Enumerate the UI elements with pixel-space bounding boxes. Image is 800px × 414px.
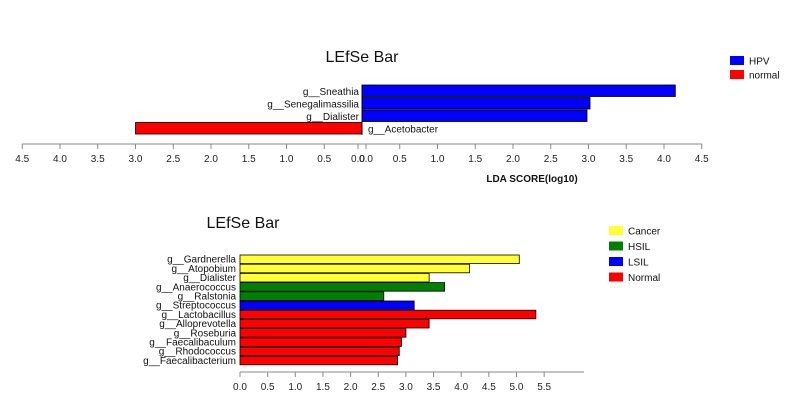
bar-label: g__Anaerococcus — [156, 282, 236, 293]
legend-label: normal — [749, 71, 780, 82]
x-tick-label: 4.5 — [15, 154, 29, 165]
legend-label: HSIL — [628, 242, 651, 253]
bar — [239, 254, 520, 265]
legend-swatch — [609, 272, 623, 282]
legend-label: Normal — [628, 273, 660, 284]
bar-label: g__Streptococcus — [156, 301, 236, 312]
x-tick-label: 1.5 — [316, 382, 330, 393]
bar — [135, 122, 363, 135]
x-tick-label: 1.5 — [468, 154, 482, 165]
legend-swatch — [609, 241, 623, 251]
bar-label: g__Faecalibaculum — [149, 338, 236, 349]
chart-title: LEfSe Bar — [326, 49, 400, 66]
bar-label: g__Gardnerella — [167, 255, 236, 266]
bar-label: g__Roseburia — [174, 328, 237, 339]
x-tick-label: 4.0 — [454, 382, 468, 393]
bar — [239, 328, 407, 338]
legend-label: Cancer — [628, 227, 661, 238]
bar — [239, 346, 400, 357]
bar-group — [239, 254, 537, 366]
x-tick-label: 4.0 — [657, 154, 671, 165]
bar — [239, 337, 402, 347]
x-tick-label: 2.5 — [371, 382, 385, 393]
x-tick-label: 0.0 — [359, 154, 373, 165]
x-tick-label: 1.0 — [280, 154, 294, 165]
x-tick-label: 3.0 — [399, 382, 413, 393]
x-tick-label: 2.5 — [166, 154, 180, 165]
bar — [361, 109, 588, 122]
bar — [239, 291, 385, 301]
x-tick-label: 3.5 — [91, 154, 105, 165]
bar-label-group: g__Gardnerellag__Atopobiumg__Dialisterg_… — [143, 255, 236, 367]
bar — [239, 282, 446, 292]
x-tick-label: 3.5 — [427, 382, 441, 393]
x-tick-label: 0.5 — [261, 382, 275, 393]
x-tick-label: 2.5 — [544, 154, 558, 165]
bar — [239, 309, 537, 320]
bar-label: g__Faecalibacterium — [143, 356, 236, 367]
legend-label: LSIL — [628, 258, 649, 269]
lefse-chart-groups: LEfSe Bar g__Gardnerellag__Atopobiumg__D… — [143, 215, 661, 393]
bar — [239, 300, 415, 311]
bar-label: g__Dialister — [306, 112, 359, 123]
x-tick-group: 4.5 4.0 3.5 3.0 2.5 2.0 1.5 1.0 0.5 0.00.0 0.5 1.0 1… — [15, 144, 709, 165]
x-tick-label: 3.5 — [619, 154, 633, 165]
lefse-chart-hpv: LEfSe Bar g__Sneathia g__Senegalimassilia… — [15, 49, 779, 185]
bar-label-group: g__Sneathia g__Senegalimassiliag__Dialist… — [267, 87, 438, 136]
x-tick-label: 3.0 — [129, 154, 143, 165]
x-tick-label: 0.0 — [233, 382, 247, 393]
bar — [239, 272, 430, 283]
x-tick-label: 4.5 — [482, 382, 496, 393]
x-tick-label: 1.0 — [431, 154, 445, 165]
legend-swatch — [609, 257, 623, 266]
bar-label: g__Acetobacter — [368, 125, 439, 136]
x-tick-label: 0.5 — [393, 154, 407, 165]
x-tick-label: 1.5 — [242, 154, 256, 165]
x-tick-label: 5.5 — [537, 382, 551, 393]
x-tick-label: 2.0 — [344, 382, 358, 393]
bar — [239, 263, 470, 274]
x-tick-group: 0.0 0.5 1.0 1.5 2.0 2.5 3.0 3.5 4.0 4.5 5.0 5.5 — [233, 372, 552, 393]
legend: HPV normal — [730, 56, 780, 82]
x-tick-label: 3.0 — [582, 154, 596, 165]
x-tick-label: 4.0 — [53, 154, 67, 165]
legend: Cancer HSIL LSIL Normal — [609, 226, 661, 284]
x-tick-label: 2.0 — [204, 154, 218, 165]
bar — [361, 97, 591, 110]
chart-title: LEfSe Bar — [207, 215, 281, 232]
legend-label: HPV — [749, 57, 770, 68]
bar-label: g__Dialister — [183, 273, 236, 284]
bar-label: g__Rhodococcus — [159, 347, 236, 358]
x-tick-label: 1.0 — [288, 382, 302, 393]
legend-swatch — [730, 56, 744, 65]
legend-swatch — [730, 70, 744, 79]
x-tick-label: 4.5 — [695, 154, 709, 165]
bar — [239, 355, 399, 366]
bar — [361, 84, 676, 97]
legend-swatch — [609, 226, 623, 235]
x-tick-label: 2.0 — [506, 154, 520, 165]
x-tick-label: 0.5 — [317, 154, 331, 165]
x-axis-label: LDA SCORE(log10) — [486, 174, 577, 185]
bar — [239, 318, 430, 329]
x-tick-label: 5.0 — [510, 382, 524, 393]
bar-label: g__Sneathia — [303, 87, 360, 98]
x-tick-label: 0.0 — [351, 154, 365, 165]
bar-label: g__Senegalimassilia — [267, 100, 359, 111]
bar-label: g__Alloprevotella — [159, 319, 236, 330]
bar-label: g__Lactobacillus — [162, 310, 237, 321]
bar-group — [135, 84, 676, 135]
bar-label: g__Atopobium — [172, 264, 237, 275]
bar-label: g__Ralstonia — [178, 292, 237, 303]
